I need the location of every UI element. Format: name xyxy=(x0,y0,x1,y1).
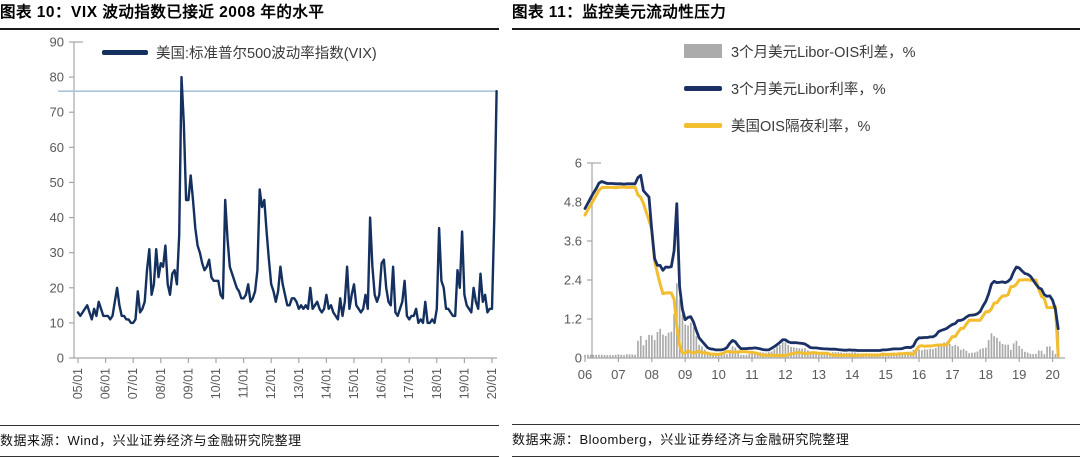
svg-text:06: 06 xyxy=(578,367,592,382)
svg-text:70: 70 xyxy=(50,104,64,119)
svg-text:14/01: 14/01 xyxy=(319,367,333,398)
vix-panel-title: 图表 10：VIX 波动指数已接近 2008 年的水平 xyxy=(0,0,499,30)
vix-chart: 0 10 20 30 40 50 60 70 80 90 05/01 06/01 07/01 08/01 0… xyxy=(50,34,499,399)
legend-item-spread: 3个月美元Libor-OIS利差，% xyxy=(684,38,916,64)
liquidity-legend: 3个月美元Libor-OIS利差，% 3个月美元Libor利率，% 美国OIS隔… xyxy=(684,38,916,149)
svg-text:14: 14 xyxy=(845,367,859,382)
vix-legend: 美国:标准普尔500波动率指数(VIX) xyxy=(102,42,377,63)
svg-text:90: 90 xyxy=(50,34,64,49)
svg-text:17: 17 xyxy=(945,367,959,382)
svg-text:15/01: 15/01 xyxy=(347,367,361,398)
svg-text:20/01: 20/01 xyxy=(485,367,499,398)
svg-text:50: 50 xyxy=(50,174,64,189)
svg-text:10/01: 10/01 xyxy=(209,367,223,398)
vix-line-swatch xyxy=(102,49,148,55)
svg-text:6: 6 xyxy=(575,156,582,171)
spread-bar-swatch xyxy=(684,44,722,58)
liquidity-chart-area: 3个月美元Libor-OIS利差，% 3个月美元Libor利率，% 美国OIS隔… xyxy=(512,30,1080,424)
svg-text:10: 10 xyxy=(50,315,64,330)
vix-source-note: 数据来源：Wind，兴业证券经济与金融研究院整理 xyxy=(0,424,499,457)
vix-chart-area: 美国:标准普尔500波动率指数(VIX) 0 10 20 30 40 50 60 70 80 90… xyxy=(0,30,499,425)
liquidity-panel: 图表 11：监控美元流动性压力 3个月美元Libor-OIS利差，% 3个月美元… xyxy=(512,0,1080,457)
svg-text:0: 0 xyxy=(57,350,64,365)
svg-text:06/01: 06/01 xyxy=(99,367,113,398)
svg-text:05/01: 05/01 xyxy=(71,367,85,398)
svg-text:13: 13 xyxy=(812,367,826,382)
svg-text:10: 10 xyxy=(711,367,725,382)
svg-text:30: 30 xyxy=(50,245,64,260)
libor-legend-label: 3个月美元Libor利率，% xyxy=(731,81,886,98)
libor-line-swatch xyxy=(684,85,722,91)
svg-text:17/01: 17/01 xyxy=(402,367,416,398)
svg-text:08: 08 xyxy=(645,367,659,382)
svg-text:18/01: 18/01 xyxy=(430,367,444,398)
ois-line-swatch xyxy=(684,122,722,128)
svg-text:3.6: 3.6 xyxy=(564,234,582,249)
vix-panel: 图表 10：VIX 波动指数已接近 2008 年的水平 美国:标准普尔500波动… xyxy=(0,0,499,457)
svg-text:40: 40 xyxy=(50,210,64,225)
svg-text:11: 11 xyxy=(745,367,759,382)
svg-text:1.2: 1.2 xyxy=(564,312,582,327)
svg-text:15: 15 xyxy=(878,367,892,382)
svg-text:20: 20 xyxy=(50,280,64,295)
svg-text:60: 60 xyxy=(50,139,64,154)
svg-text:09/01: 09/01 xyxy=(181,367,195,398)
svg-text:4.8: 4.8 xyxy=(564,195,582,210)
svg-text:18: 18 xyxy=(979,367,993,382)
svg-text:12: 12 xyxy=(778,367,792,382)
svg-text:16: 16 xyxy=(912,367,926,382)
ois-legend-label: 美国OIS隔夜利率，% xyxy=(731,118,871,135)
svg-text:11/01: 11/01 xyxy=(237,367,251,397)
svg-text:19: 19 xyxy=(1012,367,1026,382)
svg-text:80: 80 xyxy=(50,69,64,84)
svg-text:07: 07 xyxy=(611,367,625,382)
svg-text:0: 0 xyxy=(575,351,582,366)
spread-legend-label: 3个月美元Libor-OIS利差，% xyxy=(731,44,916,61)
svg-text:08/01: 08/01 xyxy=(154,367,168,398)
svg-text:16/01: 16/01 xyxy=(375,367,389,398)
svg-text:13/01: 13/01 xyxy=(292,367,306,398)
liquidity-source-note: 数据来源：Bloomberg，兴业证券经济与金融研究院整理 xyxy=(512,424,1080,457)
svg-text:09: 09 xyxy=(678,367,692,382)
svg-text:2.4: 2.4 xyxy=(564,273,582,288)
svg-text:07/01: 07/01 xyxy=(126,367,140,398)
liquidity-chart: 0 1.2 2.4 3.6 4.8 6 06 07 08 09 10 11 12 13 14 15 16 17 18… xyxy=(564,156,1065,382)
vix-legend-label: 美国:标准普尔500波动率指数(VIX) xyxy=(156,45,377,62)
svg-text:12/01: 12/01 xyxy=(264,367,278,398)
liquidity-panel-title: 图表 11：监控美元流动性压力 xyxy=(512,0,1080,30)
svg-text:19/01: 19/01 xyxy=(457,367,471,398)
svg-text:20: 20 xyxy=(1045,367,1059,382)
legend-item-ois: 美国OIS隔夜利率，% xyxy=(684,112,916,138)
legend-item-libor: 3个月美元Libor利率，% xyxy=(684,75,916,101)
